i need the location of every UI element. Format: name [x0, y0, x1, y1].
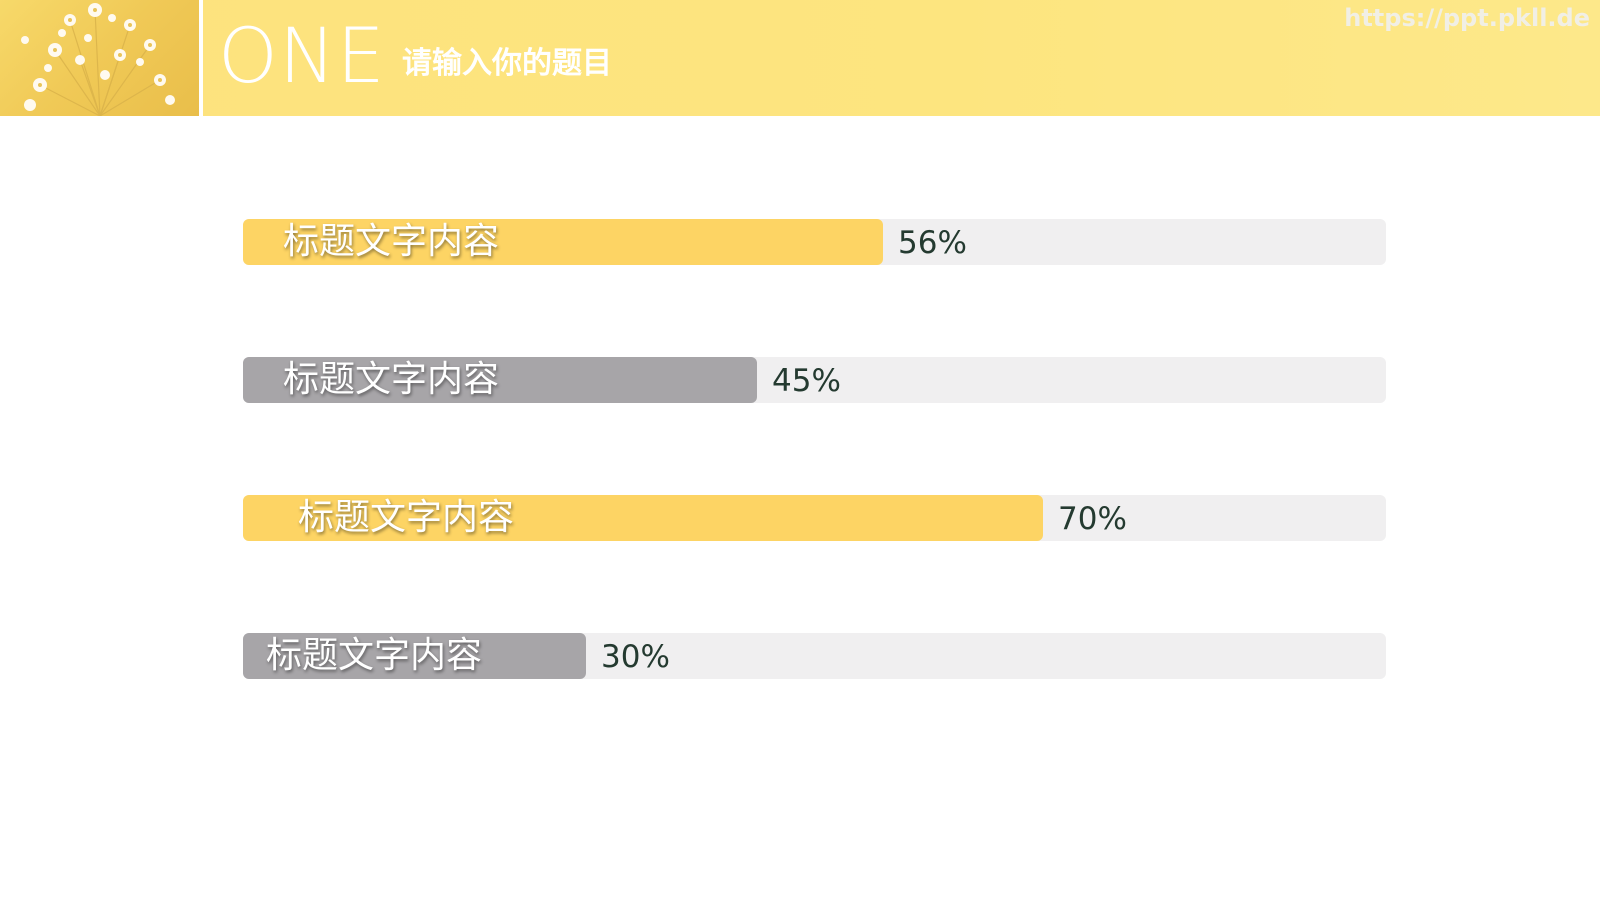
bar-value-4: 30%	[601, 639, 670, 675]
bar-label-1: 标题文字内容	[283, 221, 500, 262]
flowers-illustration	[21, 3, 175, 116]
dried-flowers-image	[0, 0, 199, 116]
bar-value-3: 70%	[1058, 501, 1127, 537]
bar-fill-1	[243, 219, 883, 265]
bar-fill-2	[243, 357, 757, 403]
watermark-url: https://ppt.pkll.de	[1344, 4, 1590, 32]
bar-label-4: 标题文字内容	[266, 635, 483, 676]
bar-track-4: 标题文字内容 30%	[243, 633, 1386, 679]
bar-label-2: 标题文字内容	[283, 359, 500, 400]
bar-value-1: 56%	[898, 225, 967, 261]
bar-label-3: 标题文字内容	[298, 497, 515, 538]
page-title: 请输入你的题目	[402, 46, 612, 81]
bar-fill-3	[243, 495, 1043, 541]
header-divider	[199, 0, 203, 116]
progress-bar-chart: 标题文字内容 56% 标题文字内容 45% 标题文字内容 70% 标题文字内容 …	[243, 219, 1386, 681]
bar-track-1: 标题文字内容 56%	[243, 219, 1386, 265]
section-number: ONE	[218, 11, 386, 100]
bar-fill-4	[243, 633, 586, 679]
bar-value-2: 45%	[772, 363, 841, 399]
header-banner: ONE 请输入你的题目 https://ppt.pkll.de	[0, 0, 1600, 116]
bar-track-2: 标题文字内容 45%	[243, 357, 1386, 403]
bar-track-3: 标题文字内容 70%	[243, 495, 1386, 541]
